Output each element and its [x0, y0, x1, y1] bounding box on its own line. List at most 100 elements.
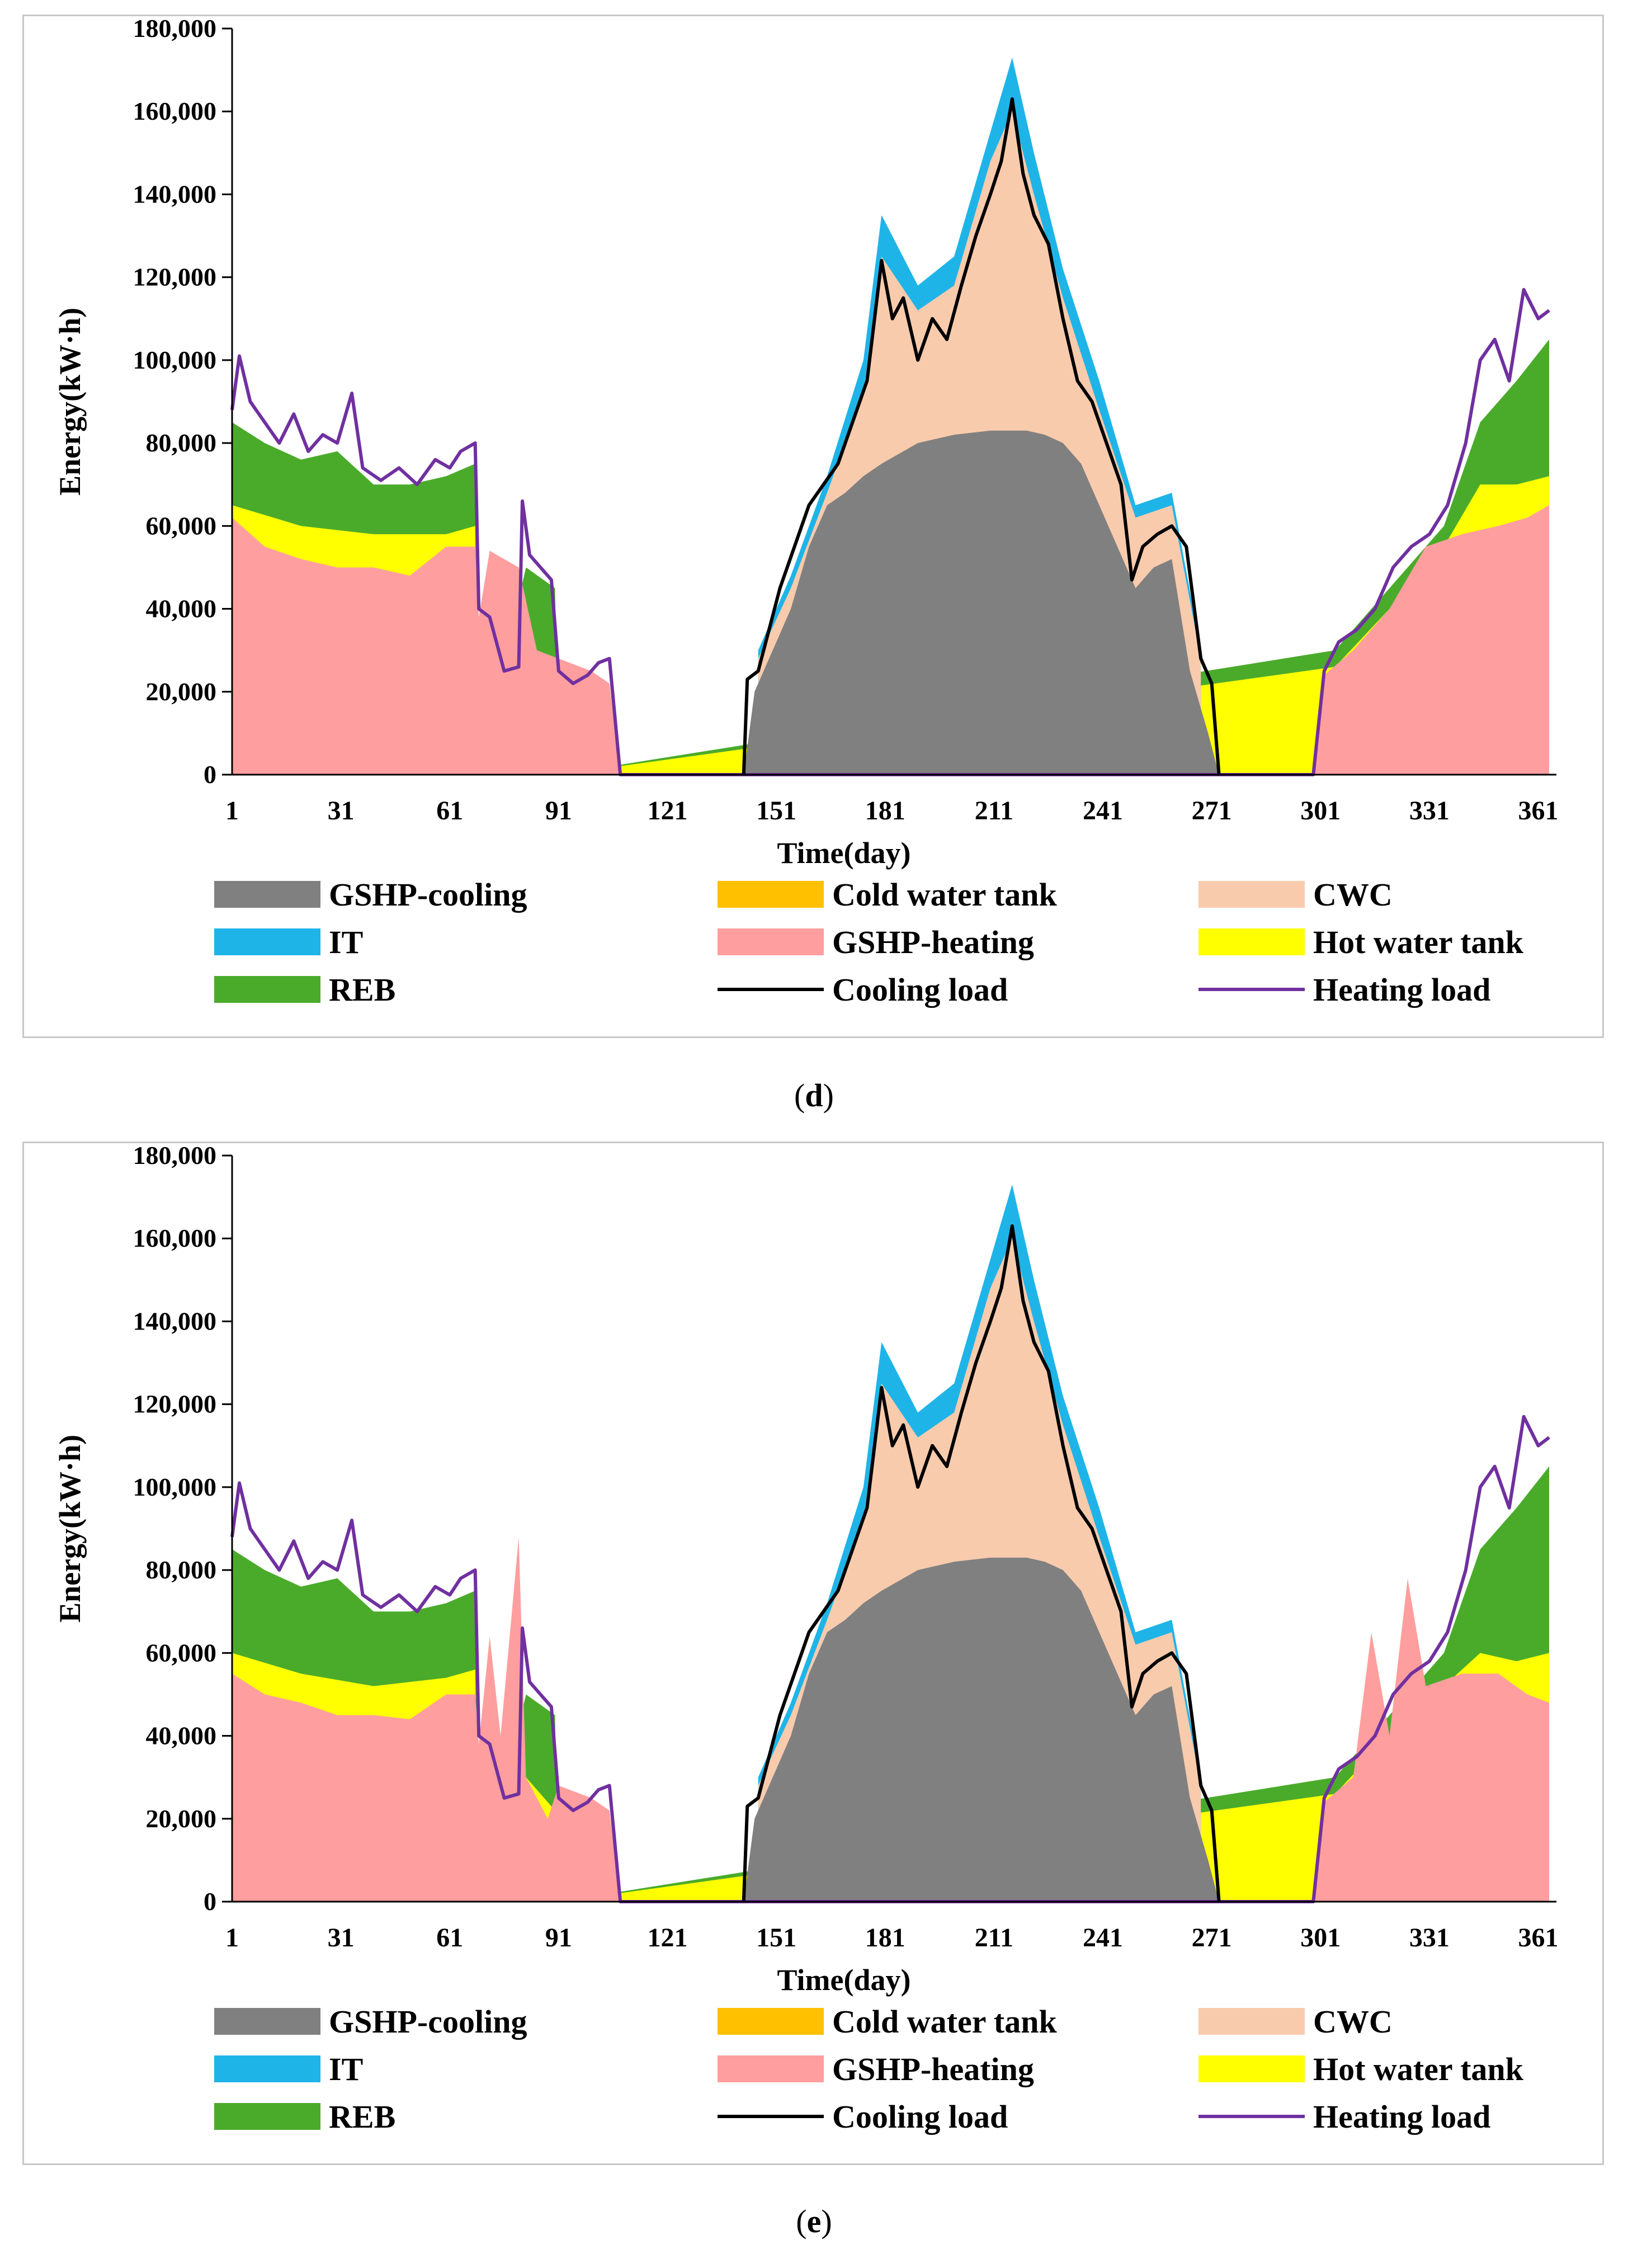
legend-swatch-gshp-cooling-d — [214, 881, 320, 908]
y-tick-label-d-2: 40,000 — [146, 595, 217, 623]
x-tick-label-e-6: 181 — [865, 1923, 905, 1953]
legend-swatch-cold-water-tank-e — [718, 2008, 824, 2035]
legend-label-it-e: IT — [329, 2051, 363, 2087]
x-tick-label-d-10: 301 — [1300, 796, 1341, 826]
y-tick-label-d-7: 140,000 — [133, 180, 217, 208]
legend-label-cooling-load-e: Cooling load — [832, 2099, 1008, 2135]
y-tick-label-d-6: 120,000 — [133, 263, 217, 291]
y-tick-label-d-1: 20,000 — [146, 677, 217, 706]
legend-swatch-hot-water-tank-e — [1198, 2055, 1305, 2082]
x-tick-label-d-9: 271 — [1192, 796, 1232, 826]
legend-swatch-hot-water-tank-d — [1198, 928, 1305, 955]
x-tick-label-d-6: 181 — [865, 796, 905, 826]
y-tick-label-d-3: 60,000 — [146, 511, 217, 540]
legend-label-hot-water-tank-d: Hot water tank — [1313, 924, 1524, 960]
legend-label-gshp-heating-d: GSHP-heating — [832, 924, 1034, 960]
legend-label-cwc-d: CWC — [1313, 876, 1393, 913]
y-tick-label-e-4: 80,000 — [146, 1555, 217, 1584]
y-tick-label-e-1: 20,000 — [146, 1804, 217, 1833]
x-axis-title-d: Time(day) — [777, 836, 911, 870]
heating-load-line-e — [230, 1414, 1550, 1903]
legend-label-heating-load-e: Heating load — [1313, 2099, 1490, 2135]
gshp-cooling-area-d — [743, 430, 1219, 775]
y-tick-label-e-7: 140,000 — [133, 1307, 217, 1335]
x-tick-label-e-1: 31 — [328, 1923, 355, 1953]
x-tick-label-d-5: 151 — [756, 796, 796, 826]
legend-swatch-cwc-e — [1198, 2008, 1305, 2035]
cooling-load-line-d — [742, 97, 1221, 775]
legend-label-cold-water-tank-e: Cold water tank — [832, 2003, 1057, 2040]
legend-label-hot-water-tank-e: Hot water tank — [1313, 2051, 1524, 2087]
caption-e-label: e — [806, 2203, 822, 2239]
gshp-heating-area-d — [232, 505, 1550, 775]
x-tick-label-e-9: 271 — [1192, 1923, 1232, 1953]
legend-label-cooling-load-d: Cooling load — [832, 972, 1008, 1008]
y-tick-label-d-5: 100,000 — [133, 346, 217, 374]
legend-swatch-it-d — [214, 928, 320, 955]
legend-swatch-reb-e — [214, 2103, 320, 2130]
x-tick-label-e-4: 121 — [648, 1923, 688, 1953]
legend-label-reb-e: REB — [329, 2099, 395, 2135]
legend-label-heating-load-d: Heating load — [1313, 972, 1490, 1008]
x-tick-label-e-2: 61 — [436, 1923, 463, 1953]
x-tick-label-d-11: 331 — [1409, 796, 1450, 826]
y-axis-title-d: Energy(kW·h) — [53, 308, 87, 496]
x-tick-label-d-12: 361 — [1518, 796, 1559, 826]
x-tick-label-d-7: 211 — [975, 796, 1013, 826]
x-tick-label-e-11: 331 — [1409, 1923, 1450, 1953]
y-tick-label-d-4: 80,000 — [146, 428, 217, 457]
y-tick-label-e-6: 120,000 — [133, 1390, 217, 1418]
x-tick-label-e-5: 151 — [756, 1923, 796, 1953]
y-axis-title-e: Energy(kW·h) — [53, 1435, 87, 1623]
y-tick-label-e-5: 100,000 — [133, 1473, 217, 1501]
caption-e: (e) — [796, 2203, 832, 2239]
legend-label-reb-d: REB — [329, 972, 395, 1008]
x-tick-label-e-12: 361 — [1518, 1923, 1559, 1953]
cooling-load-line-e — [742, 1224, 1221, 1902]
y-tick-label-e-8: 160,000 — [133, 1224, 217, 1252]
x-axis-title-e: Time(day) — [777, 1963, 911, 1997]
x-tick-label-d-4: 121 — [648, 796, 688, 826]
gshp-heating-area-e — [232, 1536, 1550, 1902]
legend-swatch-gshp-heating-d — [718, 928, 824, 955]
legend-swatch-gshp-heating-e — [718, 2055, 824, 2082]
legend-swatch-gshp-cooling-e — [214, 2008, 320, 2035]
legend-swatch-reb-d — [214, 976, 320, 1003]
hot-water-tank-area-d — [232, 476, 1550, 775]
y-tick-label-d-0: 0 — [204, 760, 216, 789]
chart-e-svg: 0 20,000 40,000 60,000 80,000 100,000 120,000 1… — [53, 1141, 1559, 2135]
legend-label-gshp-cooling-e: GSHP-cooling — [329, 2003, 527, 2040]
legend-swatch-cwc-d — [1198, 881, 1305, 908]
gshp-cooling-area-e — [743, 1557, 1219, 1902]
chart-d-svg: 0 20,000 40,000 60,000 80,000 100,000 120,000 1… — [53, 14, 1559, 1008]
x-tick-label-d-8: 241 — [1083, 796, 1123, 826]
chart-panel-d: 0 20,000 40,000 60,000 80,000 100,000 120,000 1… — [22, 14, 1604, 1038]
x-tick-label-d-3: 91 — [545, 796, 572, 826]
x-tick-label-d-1: 31 — [328, 796, 355, 826]
x-tick-label-e-10: 301 — [1300, 1923, 1341, 1953]
y-tick-label-d-8: 160,000 — [133, 97, 217, 125]
y-tick-label-e-2: 40,000 — [146, 1722, 217, 1750]
x-tick-label-d-0: 1 — [225, 796, 239, 826]
legend-label-cwc-e: CWC — [1313, 2003, 1393, 2040]
x-tick-label-e-0: 1 — [225, 1923, 239, 1953]
caption-d-label: d — [805, 1077, 823, 1114]
y-tick-label-e-9: 180,000 — [133, 1143, 217, 1170]
y-tick-label-e-3: 60,000 — [146, 1638, 217, 1667]
x-tick-label-e-3: 91 — [545, 1923, 572, 1953]
caption-d: (d) — [794, 1077, 834, 1114]
legend-swatch-it-e — [214, 2055, 320, 2082]
x-tick-label-e-7: 211 — [975, 1923, 1013, 1953]
legend-label-cold-water-tank-d: Cold water tank — [832, 876, 1057, 913]
legend-swatch-cold-water-tank-d — [718, 881, 824, 908]
x-tick-label-d-2: 61 — [436, 796, 463, 826]
heating-load-line-d — [230, 287, 1550, 776]
legend-label-it-d: IT — [329, 924, 363, 960]
chart-panel-e: 0 20,000 40,000 60,000 80,000 100,000 120,000 1… — [22, 1141, 1604, 2165]
x-tick-label-e-8: 241 — [1083, 1923, 1123, 1953]
y-tick-label-e-0: 0 — [204, 1887, 216, 1916]
legend-label-gshp-cooling-d: GSHP-cooling — [329, 876, 527, 913]
legend-label-gshp-heating-e: GSHP-heating — [832, 2051, 1034, 2087]
hot-water-tank-area-e — [232, 1653, 1550, 1902]
y-tick-label-d-9: 180,000 — [133, 16, 217, 43]
